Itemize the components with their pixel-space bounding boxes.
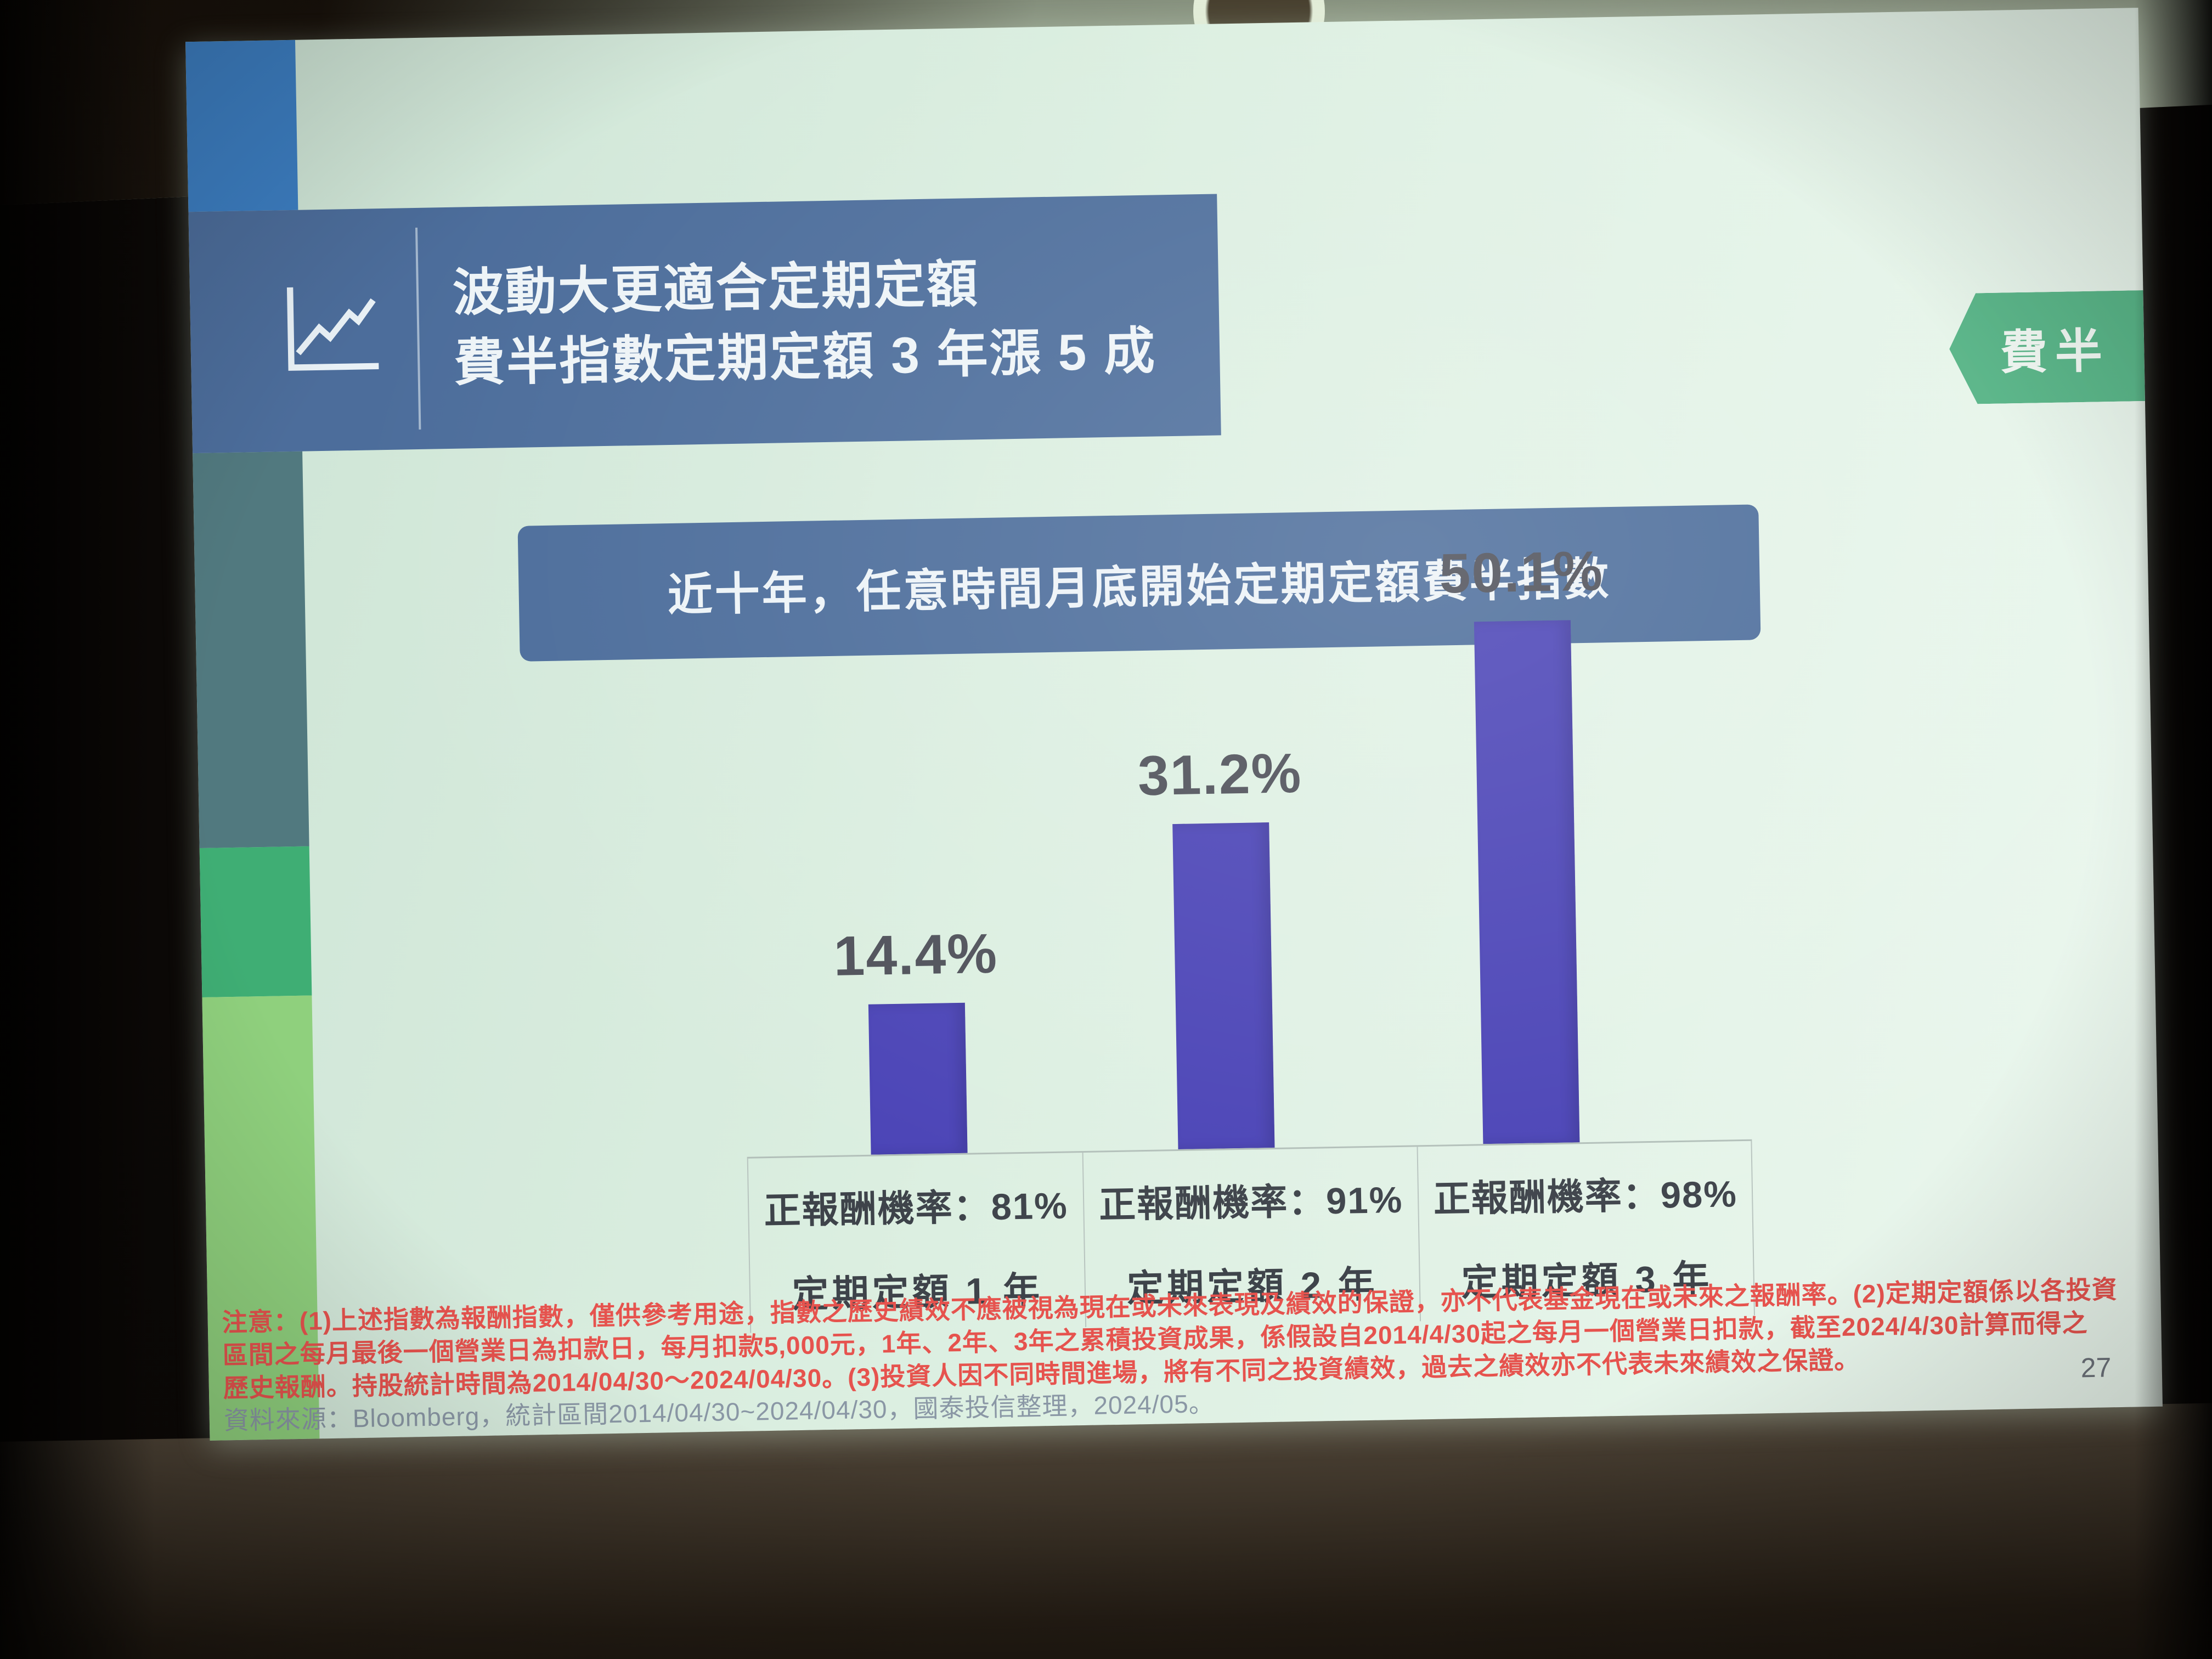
projected-slide: 波動大更適合定期定額 費半指數定期定額 3 年漲 5 成 費半 近十年，任意時間… xyxy=(185,8,2163,1441)
slide-title-line1: 波動大更適合定期定額 xyxy=(452,255,980,321)
slide-title: 波動大更適合定期定額 費半指數定期定額 3 年漲 5 成 xyxy=(452,245,1157,398)
probability-cell: 正報酬機率：81% xyxy=(763,1185,1069,1232)
title-divider xyxy=(415,227,421,430)
left-stripe-blue xyxy=(185,40,298,212)
page-number: 27 xyxy=(2080,1352,2112,1384)
title-band: 波動大更適合定期定額 費半指數定期定額 3 年漲 5 成 xyxy=(188,194,1221,454)
line-chart-icon xyxy=(286,287,379,371)
bar xyxy=(868,1002,968,1155)
bar-value-label: 14.4% xyxy=(833,922,998,988)
bar-value-label: 50.1% xyxy=(1438,539,1604,605)
bar-group: 50.1% xyxy=(1439,539,1604,1144)
bar-value-label: 31.2% xyxy=(1137,741,1303,808)
floor-shadow xyxy=(0,1401,2212,1659)
bar xyxy=(1474,620,1580,1144)
index-tag-label: 費半 xyxy=(2000,324,2111,380)
index-tag: 費半 xyxy=(1949,290,2145,404)
left-stripe-green xyxy=(199,846,312,997)
bar-group: 14.4% xyxy=(833,922,998,1155)
slide-title-line2: 費半指數定期定額 3 年漲 5 成 xyxy=(453,322,1157,392)
bar-group: 31.2% xyxy=(1137,741,1302,1149)
probability-cell: 正報酬機率：91% xyxy=(1098,1179,1403,1226)
left-stripe-teal xyxy=(193,451,309,849)
bar xyxy=(1172,822,1275,1149)
probability-cell: 正報酬機率：98% xyxy=(1433,1173,1738,1220)
